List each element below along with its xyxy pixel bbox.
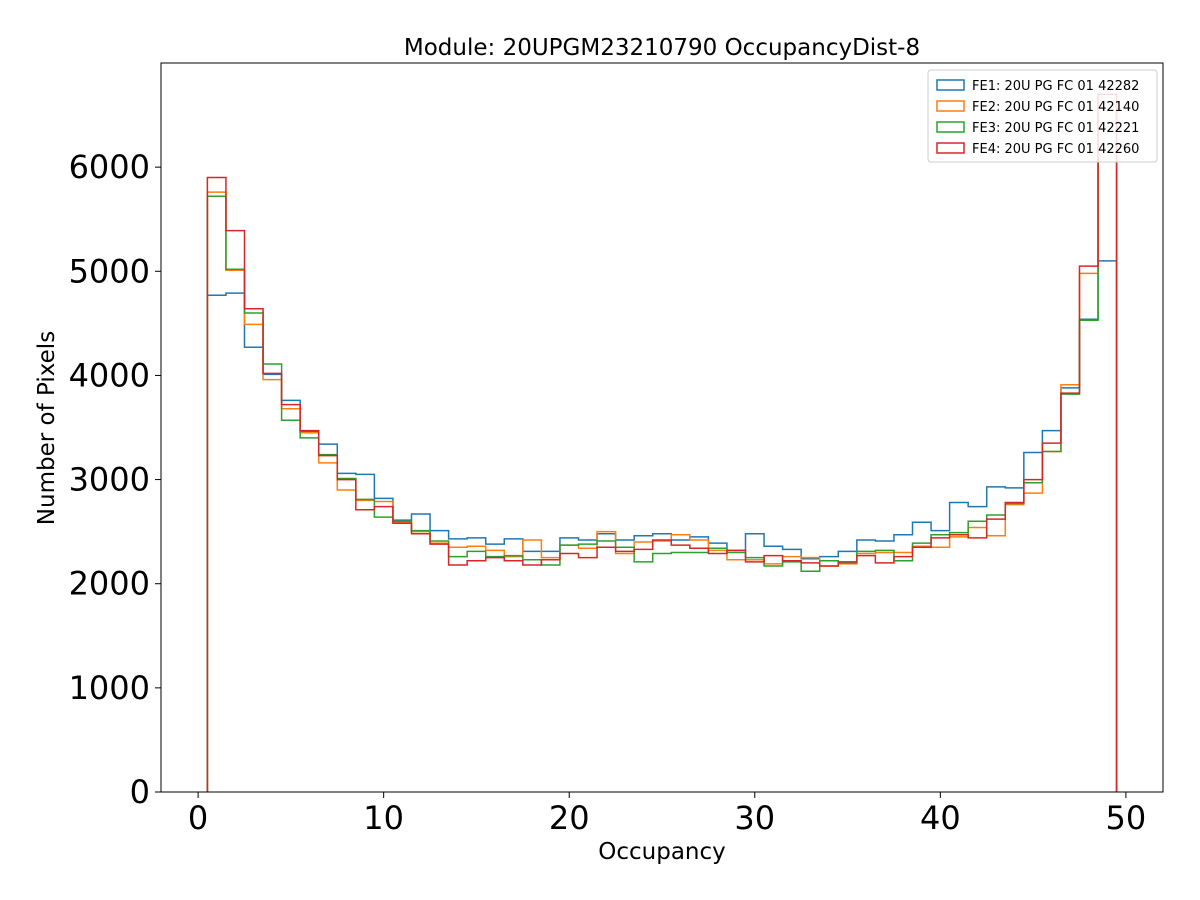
x-tick-label: 10 [363,799,404,837]
axes-frame [160,62,1164,793]
y-tick-label: 4000 [69,356,150,394]
series-line-1 [206,260,1118,792]
legend-label-3: FE3: 20U PG FC 01 42221 [972,121,1139,136]
series-layer [206,93,1118,792]
y-tick-label: 5000 [69,252,150,290]
x-tick-label: 20 [549,799,590,837]
y-tick-label: 3000 [69,461,150,499]
plot-background [161,63,1163,792]
legend-label-4: FE4: 20U PG FC 01 42260 [972,142,1139,157]
chart-title: Module: 20UPGM23210790 OccupancyDist-8 [404,35,920,61]
plot-area [161,63,1163,792]
legend-swatch-4 [936,142,965,154]
x-tick-label: 30 [734,799,775,837]
legend-label-1: FE1: 20U PG FC 01 42282 [972,79,1139,94]
x-tick-label: 40 [920,799,961,837]
legend-swatch-3 [936,121,965,133]
legend-label-2: FE2: 20U PG FC 01 42140 [972,100,1139,115]
legend-box [927,69,1158,163]
legend-swatch-2 [936,100,965,112]
y-axis-label: Number of Pixels [34,331,60,525]
series-line-4 [206,93,1118,792]
y-tick-label: 2000 [69,565,150,603]
axes-layer: 0 10 20 30 40 50 0 1000 2000 3000 4000 5000 6000 [69,62,1164,837]
legend-swatch-1 [936,79,965,91]
x-tick-label: 0 [188,799,208,837]
legend: FE1: 20U PG FC 01 42282 FE2: 20U PG FC 01… [927,69,1158,163]
x-axis-label: Occupancy [598,839,726,865]
y-tick-label: 1000 [69,669,150,707]
y-tick-label: 0 [130,773,150,811]
y-tick-label: 6000 [69,148,150,186]
x-tick-label: 50 [1106,799,1147,837]
